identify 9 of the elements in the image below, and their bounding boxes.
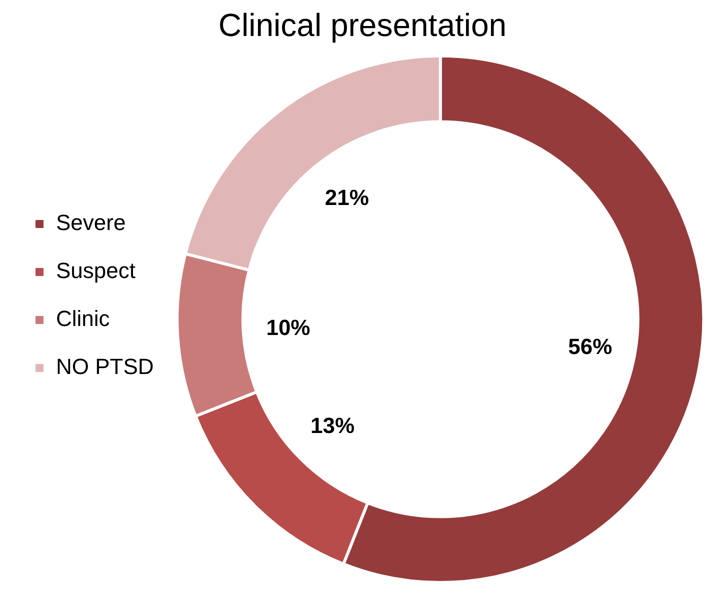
- data-label: 21%: [324, 184, 369, 210]
- legend-label: NO PTSD: [56, 354, 154, 380]
- data-label: 13%: [310, 413, 355, 438]
- legend-label: Clinic: [56, 306, 110, 332]
- legend-label: Severe: [56, 210, 126, 236]
- chart-title: Clinical presentation: [218, 7, 507, 44]
- data-label: 10%: [266, 314, 310, 340]
- data-label: 56%: [568, 334, 612, 359]
- legend-label: Suspect: [56, 258, 136, 284]
